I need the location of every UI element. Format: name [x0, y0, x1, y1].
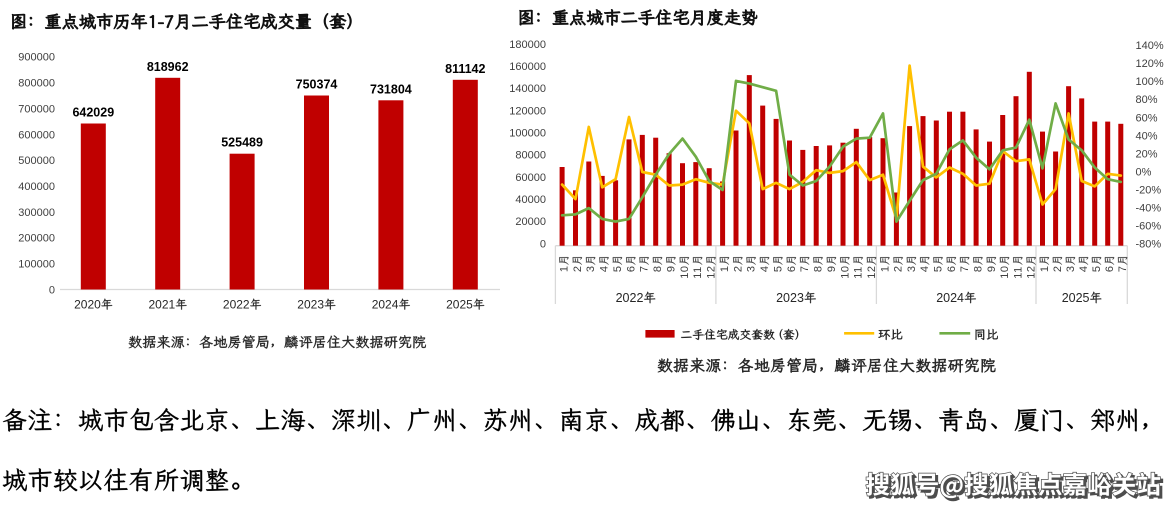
- svg-text:200000: 200000: [18, 233, 55, 245]
- svg-text:3: 3: [746, 265, 758, 272]
- svg-text:5: 5: [933, 265, 945, 272]
- svg-text:6: 6: [946, 265, 958, 272]
- svg-text:2021: 2021: [149, 298, 176, 312]
- svg-text:2022: 2022: [616, 291, 644, 305]
- svg-text:-40%: -40%: [1136, 203, 1162, 215]
- svg-text:-20%: -20%: [1136, 184, 1162, 196]
- svg-text:9: 9: [665, 265, 677, 272]
- svg-text:7: 7: [639, 265, 651, 272]
- svg-text:400000: 400000: [18, 181, 55, 193]
- svg-text:2: 2: [893, 265, 905, 272]
- svg-text:8: 8: [652, 265, 664, 272]
- svg-text:2025: 2025: [446, 298, 473, 312]
- svg-text:11: 11: [692, 266, 704, 278]
- svg-text:5: 5: [612, 265, 624, 272]
- svg-text:140%: 140%: [1136, 40, 1164, 52]
- svg-text:2020: 2020: [74, 298, 101, 312]
- svg-text:40%: 40%: [1136, 130, 1158, 142]
- svg-text:12: 12: [706, 265, 718, 278]
- svg-text:2023: 2023: [776, 291, 804, 305]
- svg-text:800000: 800000: [18, 78, 55, 90]
- svg-text:60%: 60%: [1136, 112, 1158, 124]
- svg-text:9: 9: [826, 265, 838, 272]
- svg-text:2: 2: [732, 265, 744, 272]
- svg-text:80000: 80000: [515, 150, 546, 162]
- svg-text:4: 4: [1078, 265, 1090, 272]
- svg-text:140000: 140000: [509, 83, 546, 95]
- svg-text:40000: 40000: [515, 194, 546, 206]
- svg-text:-80%: -80%: [1136, 239, 1162, 251]
- svg-text:818962: 818962: [147, 60, 189, 74]
- svg-text:642029: 642029: [72, 106, 114, 120]
- svg-text:10: 10: [679, 265, 691, 278]
- svg-text:1: 1: [558, 265, 570, 272]
- svg-text:2: 2: [572, 265, 584, 272]
- svg-text:4: 4: [919, 265, 931, 272]
- svg-text:6: 6: [625, 265, 637, 272]
- svg-text:3: 3: [906, 265, 918, 272]
- svg-text:700000: 700000: [18, 104, 55, 116]
- svg-text:5: 5: [772, 265, 784, 272]
- svg-text:525489: 525489: [221, 136, 263, 150]
- svg-text:5: 5: [1091, 265, 1103, 272]
- svg-text:2023: 2023: [297, 298, 324, 312]
- svg-text:20000: 20000: [515, 216, 546, 228]
- svg-text:0: 0: [540, 238, 546, 250]
- svg-text:10: 10: [839, 265, 851, 278]
- svg-text:6: 6: [786, 265, 798, 272]
- svg-text:2022: 2022: [223, 298, 250, 312]
- svg-text:10: 10: [999, 265, 1011, 278]
- svg-text:100000: 100000: [509, 128, 546, 140]
- svg-text:8: 8: [972, 265, 984, 272]
- svg-text:180000: 180000: [509, 39, 546, 51]
- svg-text:120000: 120000: [509, 105, 546, 117]
- svg-text:100000: 100000: [18, 259, 55, 271]
- svg-text:2024: 2024: [936, 291, 964, 305]
- svg-text:4: 4: [599, 265, 611, 272]
- svg-text:11: 11: [1012, 266, 1024, 278]
- svg-text:12: 12: [866, 265, 878, 278]
- svg-text:12: 12: [1026, 265, 1038, 278]
- svg-text:80%: 80%: [1136, 94, 1158, 106]
- svg-text:900000: 900000: [18, 52, 55, 64]
- svg-text:9: 9: [986, 265, 998, 272]
- svg-text:11: 11: [853, 266, 865, 278]
- svg-text:-60%: -60%: [1136, 221, 1162, 233]
- svg-text:3: 3: [1065, 265, 1077, 272]
- svg-text:731804: 731804: [370, 82, 412, 96]
- svg-text:6: 6: [1104, 265, 1116, 272]
- svg-text:120%: 120%: [1136, 58, 1164, 70]
- svg-text:1: 1: [1039, 265, 1051, 272]
- svg-text:100%: 100%: [1136, 76, 1164, 88]
- svg-text:0%: 0%: [1136, 166, 1152, 178]
- svg-text:160000: 160000: [509, 61, 546, 73]
- svg-text:2025: 2025: [1062, 291, 1090, 305]
- svg-text:8: 8: [813, 265, 825, 272]
- svg-text:1: 1: [879, 265, 891, 272]
- svg-text:7: 7: [799, 265, 811, 272]
- svg-text:500000: 500000: [18, 155, 55, 167]
- svg-text:2: 2: [1052, 265, 1064, 272]
- svg-text:811142: 811142: [445, 62, 485, 76]
- svg-text:60000: 60000: [515, 172, 546, 184]
- svg-text:3: 3: [585, 265, 597, 272]
- svg-text:4: 4: [759, 265, 771, 272]
- svg-text:0: 0: [49, 284, 55, 296]
- svg-text:7: 7: [959, 265, 971, 272]
- svg-text:750374: 750374: [296, 78, 338, 92]
- svg-text:600000: 600000: [18, 129, 55, 141]
- svg-text:20%: 20%: [1136, 148, 1158, 160]
- svg-text:300000: 300000: [18, 207, 55, 219]
- svg-text:7: 7: [1117, 265, 1129, 272]
- svg-text:1: 1: [719, 265, 731, 272]
- svg-text:2024: 2024: [372, 298, 399, 312]
